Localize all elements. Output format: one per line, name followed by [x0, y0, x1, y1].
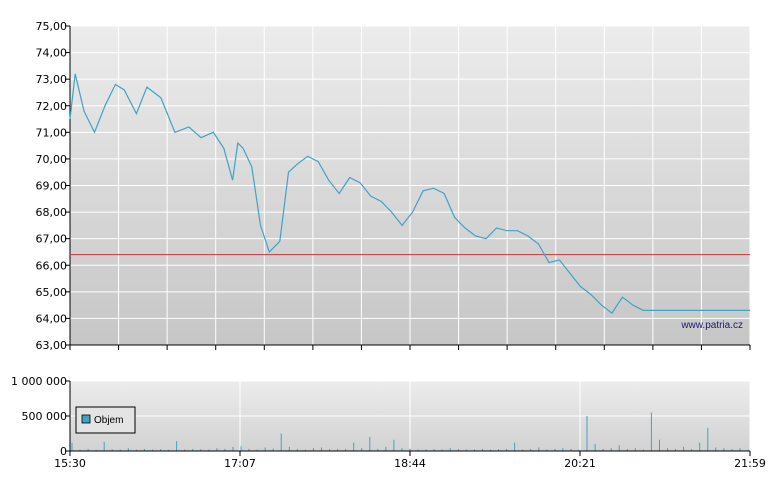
price-y-tick-label: 69,00 [36, 180, 68, 193]
price-y-tick-label: 73,00 [36, 73, 68, 86]
volume-x-tick-label: 15:30 [54, 457, 86, 470]
legend-swatch [81, 414, 91, 424]
price-y-tick-label: 68,00 [36, 206, 68, 219]
price-x-ticks [69, 345, 751, 350]
volume-y-tick-label: 1 000 000 [11, 375, 67, 388]
volume-x-ticks: 15:30 17:07 18:44 20:21 21:59 [54, 451, 766, 470]
price-y-tick-label: 64,00 [36, 312, 68, 325]
price-panel: 63,00 64,00 65,00 66,00 67,00 68,00 69,00 70,00… [36, 20, 751, 352]
price-y-tick-label: 67,00 [36, 233, 68, 246]
volume-y-tick-label: 0 [60, 445, 67, 458]
volume-y-tick-label: 500 000 [22, 410, 68, 423]
price-y-tick-label: 70,00 [36, 153, 68, 166]
price-y-tick-label: 72,00 [36, 100, 68, 113]
price-y-tick-label: 74,00 [36, 47, 68, 60]
volume-legend: Objem [75, 406, 136, 434]
watermark: www.patria.cz [680, 320, 743, 331]
volume-x-tick-label: 20:21 [564, 457, 596, 470]
volume-panel: 0 500 000 1 000 000 15:30 17:07 18:44 20:21 21… [11, 375, 766, 470]
price-y-tick-label: 65,00 [36, 286, 68, 299]
volume-x-tick-label: 18:44 [394, 457, 426, 470]
volume-x-tick-label: 17:07 [224, 457, 256, 470]
price-y-tick-label: 66,00 [36, 259, 68, 272]
volume-y-ticks: 0 500 000 1 000 000 [11, 375, 71, 458]
legend-label: Objem [94, 415, 123, 426]
volume-x-tick-label: 21:59 [734, 457, 766, 470]
price-y-tick-label: 71,00 [36, 126, 68, 139]
price-y-tick-label: 63,00 [36, 339, 68, 352]
price-y-ticks: 63,00 64,00 65,00 66,00 67,00 68,00 69,00 70,00… [36, 20, 71, 352]
price-grid [69, 25, 751, 346]
price-series-line [69, 73, 750, 314]
price-y-tick-label: 75,00 [36, 20, 68, 33]
